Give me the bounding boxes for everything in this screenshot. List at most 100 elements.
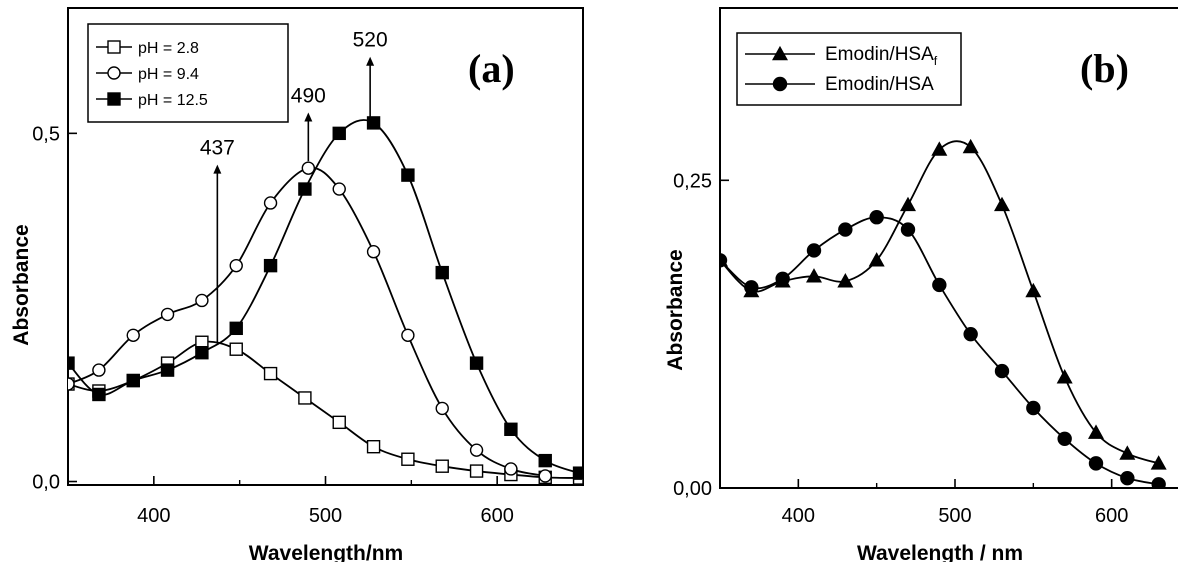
legend-marker-0-0: [107, 40, 121, 54]
legend-marker-0-1: [107, 66, 121, 80]
data-point-0-1-6: [263, 196, 278, 210]
x-tick-label-0-2: 600: [480, 505, 513, 527]
data-point-0-1-13: [504, 462, 518, 476]
x-tick-label-1-0: 400: [782, 505, 815, 527]
data-point-1-0-10: [1025, 282, 1042, 298]
legend-label-1-1: Emodin/HSA: [825, 74, 934, 95]
series-layer-a: [68, 116, 583, 485]
data-point-1-1-8: [963, 326, 978, 342]
data-point-0-1-12: [469, 443, 484, 457]
x-axis-title-a: Wavelength/nm: [249, 542, 403, 562]
y-tick-label-0-0: 0,0: [32, 472, 60, 494]
data-point-1-0-9: [994, 196, 1010, 212]
data-point-0-0-6: [263, 366, 278, 381]
data-point-0-2-7: [298, 182, 312, 196]
data-point-0-2-0: [68, 356, 75, 370]
annotation-label-1: 490: [291, 84, 326, 107]
legend-label-0-2: pH = 12.5: [138, 92, 208, 109]
annotation-arrowhead-0: [213, 164, 222, 174]
x-tick-label-0-1: 500: [309, 505, 342, 527]
data-point-0-2-12: [469, 356, 484, 370]
x-tick-label-1-1: 500: [938, 505, 971, 527]
y-tick-label-1-1: 0,25: [673, 170, 712, 192]
data-point-0-1-2: [126, 328, 140, 342]
data-point-0-2-2: [126, 373, 140, 388]
data-point-1-0-4: [837, 273, 854, 288]
data-point-0-0-12: [469, 464, 484, 478]
data-point-1-0-11: [1056, 369, 1073, 384]
data-point-1-1-3: [806, 243, 822, 258]
legend-entries-a: pH = 2.8 pH = 9.4 pH = 12.5: [96, 40, 208, 109]
data-point-1-0-12: [1088, 424, 1104, 439]
series-line-0-2: [68, 119, 580, 475]
data-point-0-0-8: [332, 415, 346, 430]
data-point-0-1-4: [195, 293, 209, 308]
y-axis-title-a: Absorbance: [10, 224, 33, 345]
data-point-1-1-2: [775, 271, 790, 286]
data-point-1-0-13: [1119, 445, 1136, 460]
series-line-1-1: [720, 216, 1159, 486]
x-tick-label-0-0: 400: [137, 505, 170, 527]
data-point-1-0-14: [1150, 455, 1167, 470]
data-point-1-1-1: [744, 280, 759, 295]
data-point-0-1-9: [366, 245, 381, 259]
data-point-1-0-7: [931, 141, 948, 156]
legend-label-0-1: pH = 9.4: [138, 66, 199, 83]
legend-marker-1-1: [772, 76, 788, 92]
data-point-1-1-6: [900, 222, 916, 237]
annotation-layer-a: 437 490 520: [200, 29, 388, 343]
data-point-0-1-0: [68, 377, 75, 391]
panel-label-a: (a): [468, 46, 515, 91]
data-point-1-0-5: [868, 252, 885, 267]
data-point-0-2-10: [401, 168, 415, 182]
legend-marker-0-2: [107, 92, 121, 106]
series-line-0-0: [68, 340, 580, 479]
legend-label-1-0: Emodin/HSAf: [825, 44, 938, 68]
data-point-1-0-3: [806, 268, 822, 283]
legend-marker-1-0: [772, 45, 788, 61]
annotation-arrowhead-1: [304, 112, 313, 122]
legend-box-b: [736, 32, 962, 106]
data-point-0-0-11: [435, 459, 449, 473]
data-point-0-0-7: [298, 391, 312, 405]
data-point-0-2-4: [195, 345, 209, 360]
annotation-arrowhead-2: [366, 56, 375, 66]
series-line-0-1: [68, 166, 546, 477]
series-layer-b: [720, 138, 1167, 488]
data-point-0-2-6: [263, 258, 278, 273]
data-point-0-0-9: [366, 440, 381, 454]
y-axis-title-b: Absorbance: [664, 249, 687, 370]
data-point-0-2-1: [92, 387, 106, 402]
data-point-1-1-12: [1088, 456, 1104, 471]
data-point-0-2-8: [332, 126, 346, 141]
x-axis-title-b: Wavelength / nm: [857, 542, 1023, 562]
data-point-0-2-15: [572, 466, 583, 480]
data-point-0-1-10: [401, 328, 415, 342]
axis-layer-b: 400 500 600 0,00 0,25: [673, 170, 1128, 527]
data-point-0-1-5: [229, 258, 243, 273]
data-point-1-1-5: [869, 210, 884, 225]
data-point-1-1-14: [1151, 477, 1166, 488]
data-point-0-2-9: [366, 116, 381, 130]
axis-layer-a: 400 500 600 0,0 0,5: [32, 123, 584, 527]
x-tick-label-1-2: 600: [1095, 505, 1128, 527]
y-tick-label-1-0: 0,00: [673, 478, 712, 500]
legend-a: pH = 2.8 pH = 9.4 pH = 12.5: [87, 23, 289, 123]
data-point-0-2-14: [538, 453, 552, 468]
annotation-label-2: 520: [353, 29, 388, 52]
data-point-1-1-10: [1026, 400, 1041, 416]
data-point-1-1-9: [994, 363, 1010, 379]
data-point-1-1-4: [838, 222, 853, 237]
legend-label-0-0: pH = 2.8: [138, 40, 199, 57]
data-point-0-2-3: [160, 363, 175, 377]
legend-entries-b: Emodin/HSAf Emodin/HSA: [745, 44, 938, 95]
data-point-0-0-5: [229, 342, 243, 356]
data-point-0-1-7: [301, 161, 316, 175]
data-point-0-1-11: [435, 401, 449, 416]
data-point-0-1-1: [92, 363, 106, 377]
data-point-1-1-13: [1120, 470, 1135, 486]
data-point-0-2-5: [229, 321, 243, 336]
annotation-label-0: 437: [200, 137, 235, 160]
